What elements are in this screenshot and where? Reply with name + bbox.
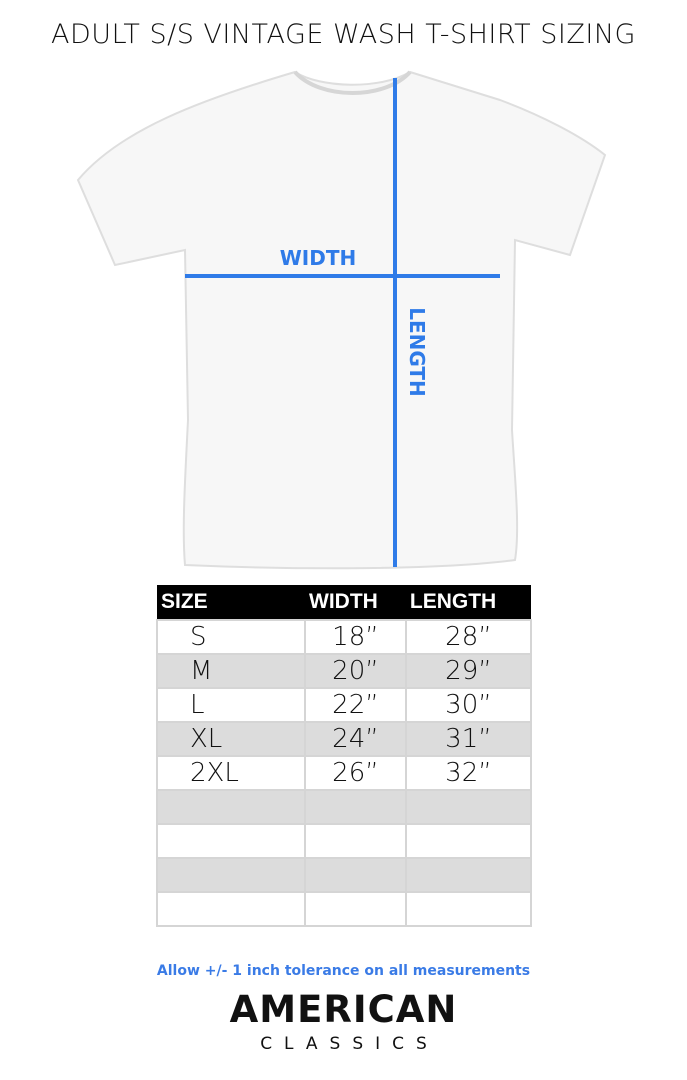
size-table: SIZE WIDTH LENGTH S 18” 28” M 20” 29” L 22” 30… [156,585,533,927]
header-size: SIZE [157,585,305,620]
table-row: XL 24” 31” [156,721,533,757]
size-cell: XL [156,721,306,757]
length-cell: 29” [404,653,533,689]
table-row: M 20” 29” [156,653,533,689]
empty-cell [156,789,306,825]
table-row-empty [156,823,533,859]
length-cell: 30” [404,687,533,723]
tshirt-collar [293,70,412,95]
empty-cell [404,857,533,893]
empty-cell [156,891,306,927]
empty-cell [304,891,407,927]
width-cell: 20” [304,653,407,689]
size-cell: S [156,619,306,655]
table-row: S 18” 28” [156,619,533,655]
page-title: ADULT S/S VINTAGE WASH T-SHIRT SIZING [51,19,636,50]
brand-logo-line1: AMERICAN [229,988,458,1031]
empty-cell [304,823,407,859]
empty-cell [404,823,533,859]
empty-cell [156,857,306,893]
empty-cell [404,789,533,825]
width-cell: 22” [304,687,407,723]
header-width: WIDTH [305,585,406,620]
length-cell: 28” [404,619,533,655]
table-row-empty [156,789,533,825]
table-row: L 22” 30” [156,687,533,723]
length-cell: 31” [404,721,533,757]
empty-cell [404,891,533,927]
width-cell: 18” [304,619,407,655]
table-row: 2XL 26” 32” [156,755,533,791]
empty-cell [156,823,306,859]
tshirt-diagram [76,70,607,570]
empty-cell [304,789,407,825]
empty-cell [304,857,407,893]
size-cell: M [156,653,306,689]
length-cell: 32” [404,755,533,791]
width-cell: 24” [304,721,407,757]
tshirt-shape [76,70,607,570]
size-cell: 2XL [156,755,306,791]
table-row-empty [156,857,533,893]
table-header: SIZE WIDTH LENGTH [157,585,531,620]
width-cell: 26” [304,755,407,791]
brand-logo-line2: CLASSICS [260,1034,439,1054]
width-label: WIDTH [279,246,357,270]
header-length: LENGTH [405,585,531,620]
table-row-empty [156,891,533,927]
size-cell: L [156,687,306,723]
length-label: LENGTH [405,307,429,397]
tolerance-note: Allow +/- 1 inch tolerance on all measur… [156,963,531,979]
